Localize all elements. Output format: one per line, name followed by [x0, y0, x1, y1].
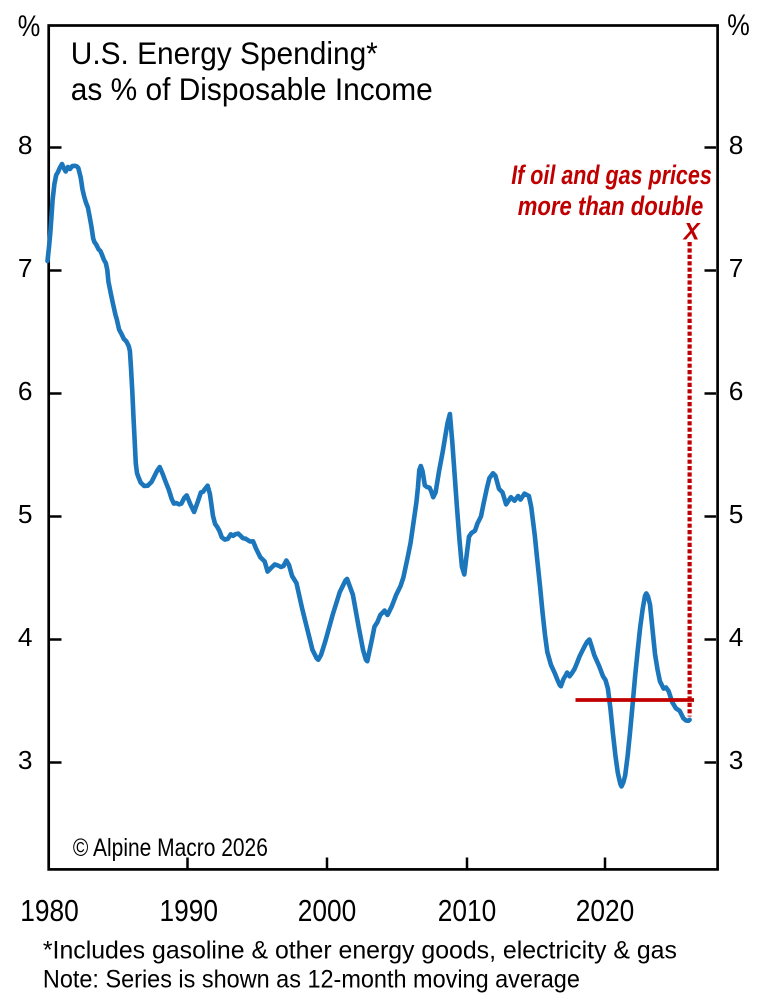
svg-text:1990: 1990: [160, 894, 219, 928]
svg-text:5: 5: [18, 499, 33, 529]
svg-text:© Alpine Macro 2026: © Alpine Macro 2026: [73, 835, 268, 862]
svg-text:more than double: more than double: [518, 191, 704, 221]
svg-text:2020: 2020: [576, 894, 635, 928]
svg-text:8: 8: [18, 130, 33, 160]
svg-text:%: %: [727, 9, 750, 42]
svg-text:6: 6: [18, 376, 33, 406]
svg-text:X: X: [682, 219, 702, 246]
svg-text:1980: 1980: [20, 894, 79, 928]
svg-text:3: 3: [729, 745, 744, 775]
svg-text:Note: Series is shown as 12-mo: Note: Series is shown as 12-month moving…: [43, 966, 580, 994]
svg-text:*Includes gasoline & other ene: *Includes gasoline & other energy goods,…: [43, 937, 677, 965]
svg-text:5: 5: [729, 499, 744, 529]
svg-text:%: %: [18, 10, 41, 43]
svg-text:4: 4: [729, 622, 744, 652]
svg-text:7: 7: [729, 253, 744, 283]
svg-text:3: 3: [18, 745, 33, 775]
svg-text:2010: 2010: [438, 894, 497, 928]
svg-text:U.S. Energy Spending*: U.S. Energy Spending*: [71, 35, 378, 71]
svg-text:6: 6: [729, 376, 744, 406]
svg-text:8: 8: [729, 130, 744, 160]
svg-text:as % of Disposable Income: as % of Disposable Income: [71, 71, 433, 107]
svg-text:7: 7: [18, 253, 33, 283]
svg-text:4: 4: [18, 622, 33, 652]
svg-text:2000: 2000: [298, 894, 357, 928]
svg-text:If oil and gas prices: If oil and gas prices: [511, 160, 712, 190]
